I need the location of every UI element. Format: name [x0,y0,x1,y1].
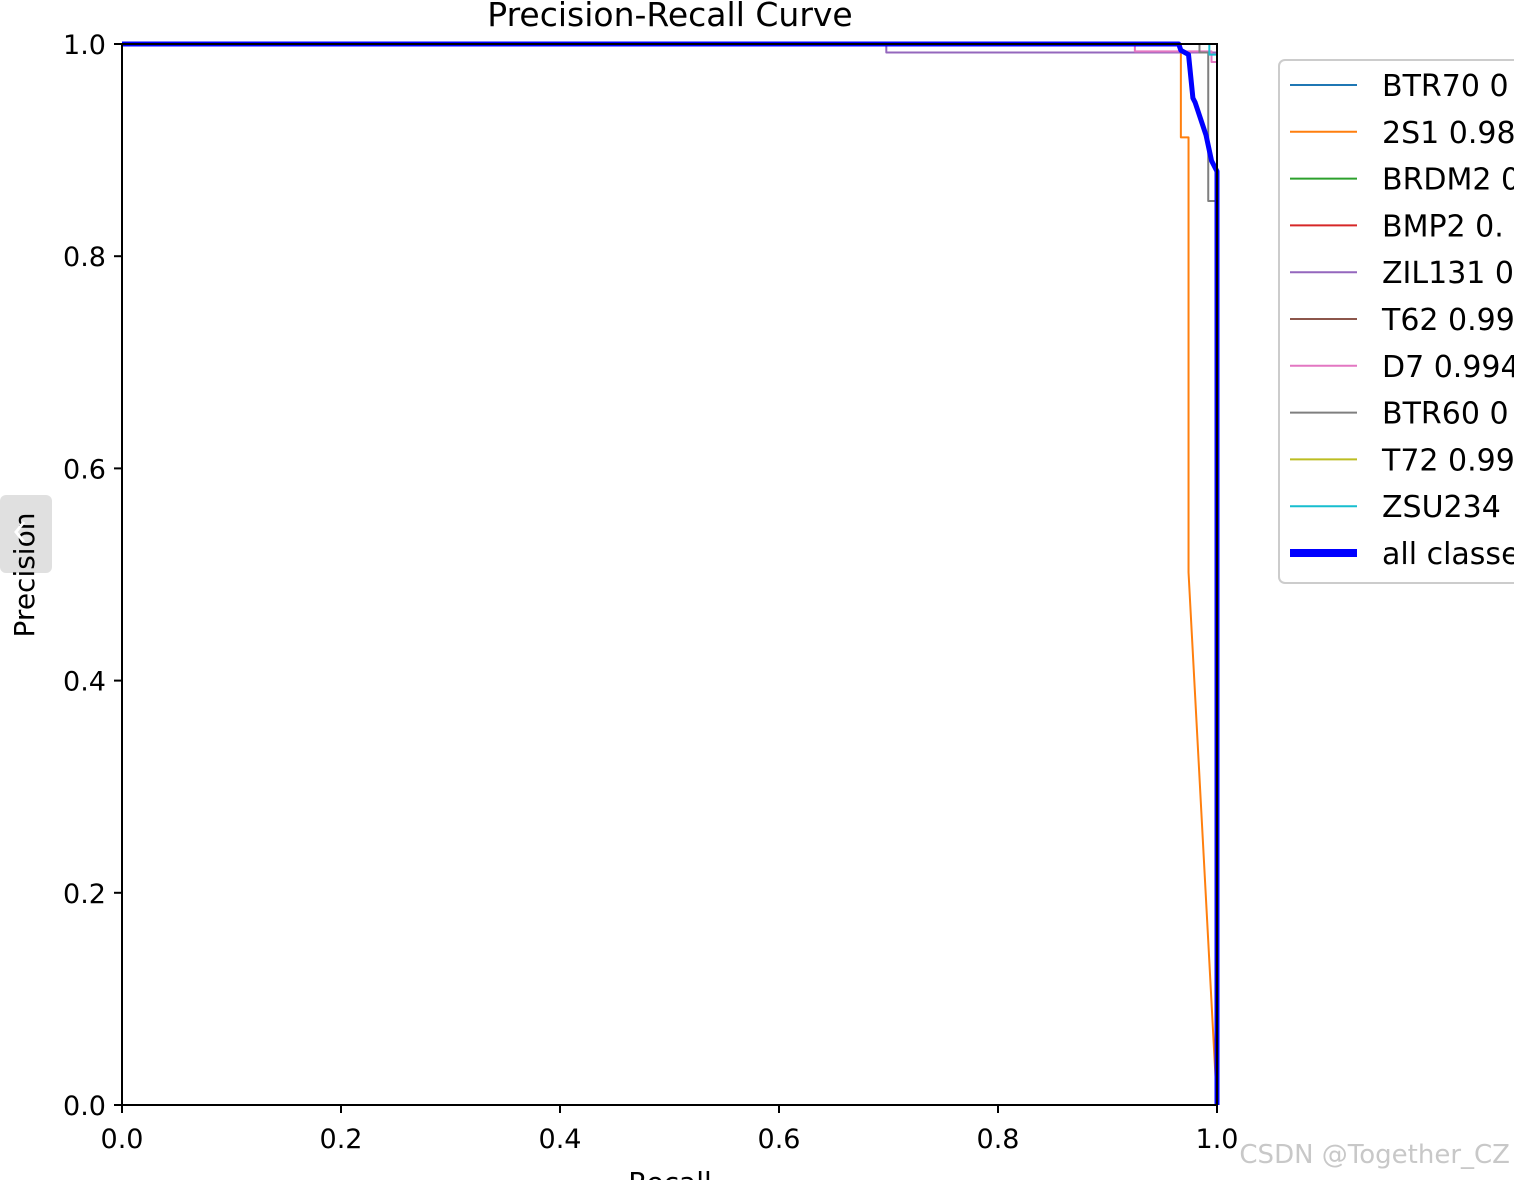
x-tick-label: 1.0 [1196,1124,1239,1155]
legend-label: D7 0.994 [1382,350,1514,385]
legend-label: 2S1 0.98 [1382,116,1514,151]
y-tick-label: 0.0 [63,1091,106,1122]
x-tick-label: 0.8 [977,1124,1020,1155]
pr-curve [122,43,1218,1105]
y-tick-label: 0.2 [63,879,106,910]
pr-curve [122,43,1218,1105]
pr-curve [122,43,1218,1105]
y-tick-label: 0.6 [63,454,106,485]
legend-label: T72 0.99 [1381,443,1514,478]
plot-frame [121,43,1218,1106]
y-tick-label: 0.8 [63,242,106,273]
x-tick-label: 0.6 [758,1124,801,1155]
pr-curve [122,41,1220,1105]
x-tick-label: 0.4 [539,1124,582,1155]
pr-curve [122,43,1218,1105]
legend-label: BRDM2 0 [1382,163,1514,198]
pr-curve [122,43,1218,1105]
legend-label: all classe [1382,537,1514,572]
legend-label: T62 0.99 [1381,303,1514,338]
pr-curve [122,43,1218,1106]
y-tick-label: 0.4 [63,667,106,698]
pr-curve [122,43,1218,1105]
y-tick-label: 1.0 [63,30,106,61]
x-tick-label: 0.2 [320,1124,363,1155]
chart-title: Precision-Recall Curve [487,0,852,34]
watermark: CSDN @Together_CZ [1239,1140,1510,1170]
legend-label: ZSU234 [1382,490,1501,525]
legend-label: ZIL131 0 [1382,256,1514,291]
legend-box [1278,59,1514,584]
x-tick-label: 0.0 [101,1124,144,1155]
side-tab-chevron [14,521,26,543]
legend-label: BMP2 0. [1382,209,1504,244]
legend-label: BTR70 0 [1382,69,1509,104]
pr-curve [122,43,1218,1105]
pr-curve [122,43,1218,1105]
legend-label: BTR60 0 [1382,397,1509,432]
x-axis-label: Recall [628,1166,712,1180]
pr-curve [122,43,1218,1105]
side-tab[interactable] [0,495,52,573]
y-axis-label: Precision [8,513,41,638]
